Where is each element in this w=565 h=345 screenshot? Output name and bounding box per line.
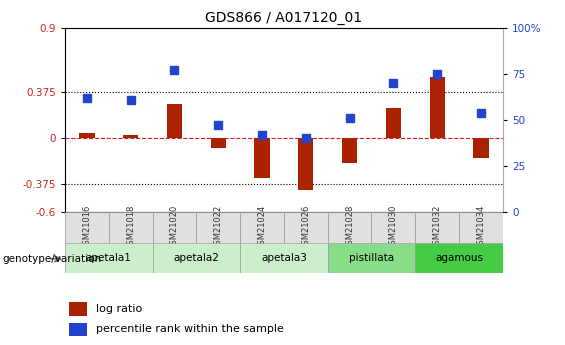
Bar <box>328 212 372 243</box>
Text: agamous: agamous <box>435 253 483 263</box>
Bar <box>386 108 401 138</box>
Bar <box>372 212 415 243</box>
Bar <box>328 243 415 273</box>
Bar <box>79 134 94 138</box>
Text: GSM21018: GSM21018 <box>126 205 135 250</box>
Bar <box>284 212 328 243</box>
Text: apetala3: apetala3 <box>261 253 307 263</box>
Bar <box>473 138 489 158</box>
Bar <box>342 138 357 163</box>
Bar <box>69 323 87 336</box>
Text: GSM21028: GSM21028 <box>345 205 354 250</box>
Bar <box>197 212 240 243</box>
Bar <box>211 138 226 148</box>
Bar <box>65 212 109 243</box>
Text: log ratio: log ratio <box>96 304 142 314</box>
Text: GSM21030: GSM21030 <box>389 205 398 250</box>
Text: apetala1: apetala1 <box>86 253 132 263</box>
Text: percentile rank within the sample: percentile rank within the sample <box>96 324 284 334</box>
Text: GSM21024: GSM21024 <box>258 205 267 250</box>
Title: GDS866 / A017120_01: GDS866 / A017120_01 <box>205 11 363 25</box>
Bar <box>108 212 153 243</box>
Text: apetala2: apetala2 <box>173 253 219 263</box>
Text: genotype/variation: genotype/variation <box>3 254 102 264</box>
Bar <box>298 138 314 190</box>
Text: GSM21026: GSM21026 <box>301 205 310 250</box>
Bar <box>429 77 445 138</box>
Text: GSM21032: GSM21032 <box>433 205 442 250</box>
Bar <box>69 302 87 316</box>
Text: GSM21020: GSM21020 <box>170 205 179 250</box>
Bar <box>415 212 459 243</box>
Bar <box>240 243 328 273</box>
Bar <box>459 212 503 243</box>
Bar <box>153 212 197 243</box>
Bar <box>240 212 284 243</box>
Bar <box>167 104 182 138</box>
Text: pistillata: pistillata <box>349 253 394 263</box>
Text: GSM21016: GSM21016 <box>82 205 92 250</box>
Bar <box>415 243 503 273</box>
Text: GSM21034: GSM21034 <box>476 205 485 250</box>
Bar <box>65 243 153 273</box>
Bar <box>123 135 138 138</box>
Bar <box>153 243 240 273</box>
Bar <box>254 138 270 178</box>
Text: GSM21022: GSM21022 <box>214 205 223 250</box>
